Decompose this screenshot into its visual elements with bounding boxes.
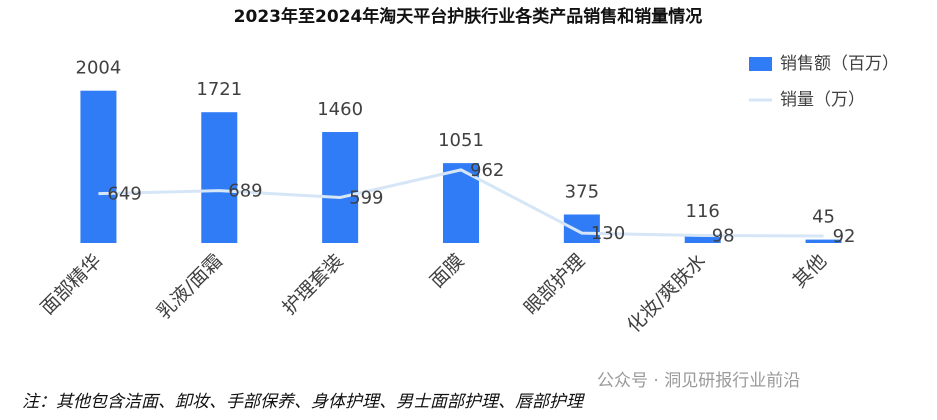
x-tick-label: 化妆/爽肤水 [623,250,710,337]
x-tick-label: 面膜 [426,250,468,292]
x-tick-label: 面部精华 [37,250,106,319]
line-value-label: 599 [349,187,383,208]
legend-swatch [749,57,772,71]
bar [201,112,238,243]
x-tick-label: 其他 [789,250,831,292]
bar-value-label: 2004 [76,58,122,79]
legend-label: 销量（万） [780,90,865,110]
line-value-label: 649 [107,184,141,205]
footnote: 注：其他包含洁面、卸妆、手部保养、身体护理、男士面部护理、唇部护理 [22,392,585,412]
x-tick-label: 眼部护理 [520,250,589,319]
x-tick-label: 护理套装 [278,250,347,319]
bar [805,239,842,243]
watermark: 公众号 · 洞见研报行业前沿 [597,371,800,391]
bar-value-label: 1460 [317,99,363,120]
line-value-label: 962 [470,160,504,181]
bar [322,132,359,243]
bar [563,214,600,243]
bar-value-label: 45 [812,207,835,228]
line-value-label: 92 [833,226,856,247]
line [98,168,824,238]
bar-value-label: 1051 [438,130,484,151]
x-tick-label: 乳液/面霜 [153,250,227,324]
line-value-label: 98 [712,226,735,247]
bar-value-label: 375 [565,182,599,203]
bar-value-label: 1721 [196,79,242,100]
line-value-label: 130 [591,223,625,244]
bar [80,90,117,243]
line-value-label: 689 [228,181,262,202]
bar-value-label: 116 [686,201,720,222]
chart-title: 2023年至2024年淘天平台护肤行业各类产品销售和销量情况 [234,6,703,27]
bar [684,234,721,243]
legend-label: 销售额（百万） [780,54,899,74]
